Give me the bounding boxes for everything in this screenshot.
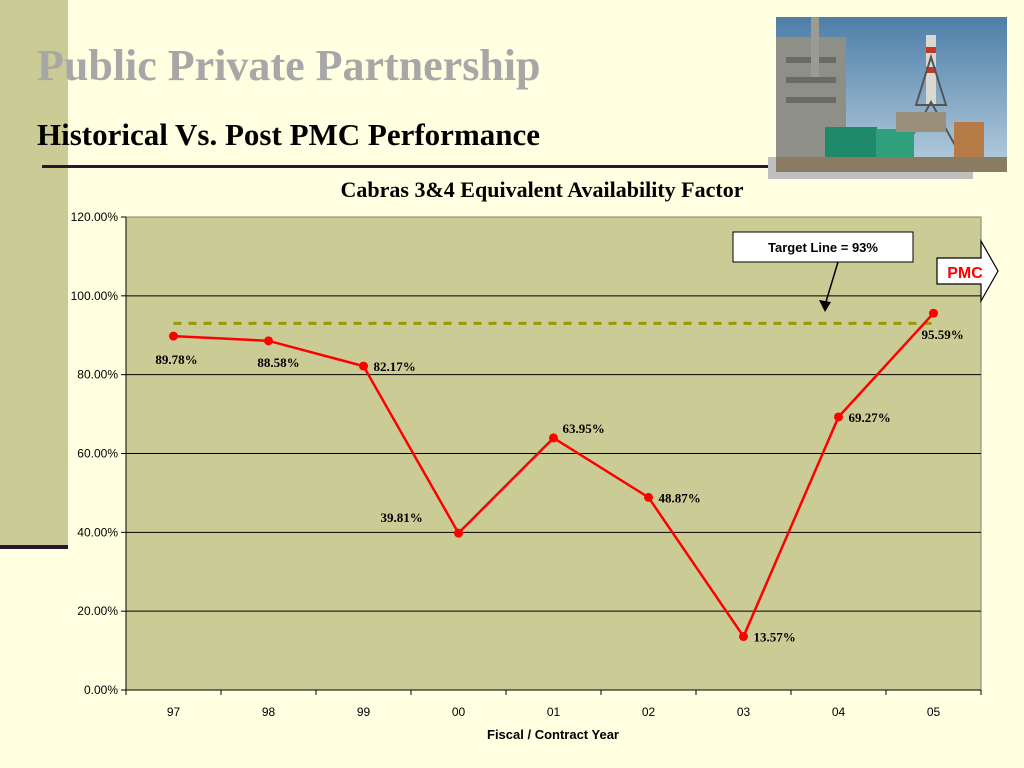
side-accent-rule	[0, 545, 68, 549]
x-tick-label: 03	[737, 705, 751, 719]
x-tick-label: 04	[832, 705, 846, 719]
data-label: 89.78%	[155, 352, 197, 367]
x-tick-label: 00	[452, 705, 466, 719]
label-layer: 89.78% 88.58% 82.17% 39.81% 63.95% 48.87% 13.5…	[155, 327, 963, 644]
grid-layer	[126, 295, 981, 612]
x-tick-label: 97	[167, 705, 181, 719]
power-plant-photo	[776, 17, 1007, 172]
y-tick-label: 60.00%	[77, 447, 118, 461]
x-tick-label: 01	[547, 705, 561, 719]
data-label: 69.27%	[849, 410, 891, 425]
data-point	[929, 308, 938, 318]
header-divider	[42, 165, 772, 168]
power-plant-illustration	[776, 17, 1007, 172]
x-tick-label: 99	[357, 705, 371, 719]
axis-layer: 0.00% 20.00% 40.00% 60.00% 80.00% 100.00% 120.…	[71, 210, 982, 719]
data-label: 95.59%	[922, 327, 964, 342]
data-label: 13.57%	[754, 630, 796, 645]
y-tick-label: 0.00%	[84, 683, 118, 697]
target-callout-arrow	[824, 261, 839, 306]
y-tick-label: 20.00%	[77, 604, 118, 618]
side-accent-bar	[0, 0, 68, 545]
y-tick-label: 80.00%	[77, 368, 118, 382]
data-point	[454, 528, 463, 538]
target-callout-box	[732, 231, 914, 263]
data-point	[264, 336, 273, 346]
target-callout-arrowhead	[819, 300, 831, 312]
data-label: 82.17%	[374, 359, 416, 374]
data-point	[834, 412, 843, 422]
data-point	[549, 433, 558, 443]
y-tick-label: 100.00%	[71, 289, 119, 303]
data-point	[359, 361, 368, 371]
chart-title: Cabras 3&4 Equivalent Availability Facto…	[341, 177, 744, 202]
x-axis-title: Fiscal / Contract Year	[487, 727, 619, 742]
x-tick-label: 02	[642, 705, 656, 719]
data-label: 88.58%	[257, 355, 299, 370]
series-layer	[169, 308, 938, 642]
data-point	[739, 632, 748, 642]
data-point	[644, 492, 653, 502]
pmc-label: PMC	[947, 265, 983, 282]
data-label: 48.87%	[659, 490, 701, 505]
data-label: 63.95%	[563, 421, 605, 436]
y-tick-label: 40.00%	[77, 525, 118, 539]
data-point	[169, 331, 178, 341]
pmc-arrow-shape	[936, 238, 999, 304]
y-tick-label: 120.00%	[71, 210, 119, 224]
page-subtitle: Historical Vs. Post PMC Performance	[37, 117, 541, 152]
data-label: 39.81%	[381, 510, 423, 525]
page-title: Public Private Partnership	[37, 41, 541, 90]
x-tick-label: 98	[262, 705, 276, 719]
x-tick-label: 05	[927, 705, 941, 719]
target-callout-label: Target Line = 93%	[768, 240, 878, 255]
